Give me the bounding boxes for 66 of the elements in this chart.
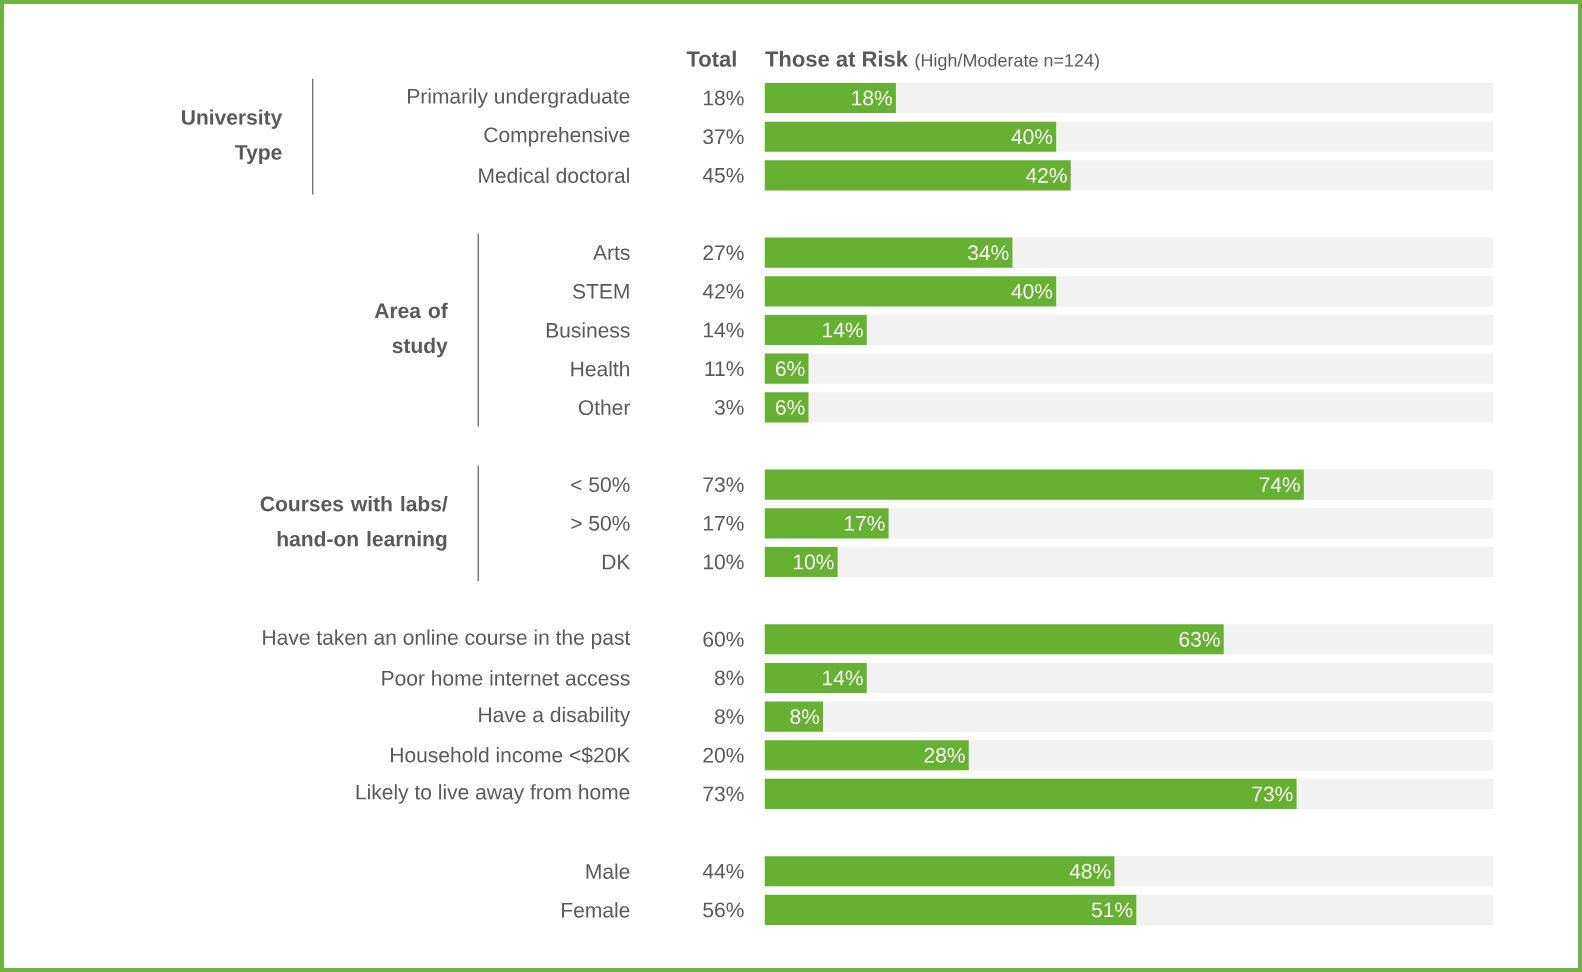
- text: 37%: [703, 129, 744, 145]
- data-label: 6%: [775, 361, 805, 377]
- text: 8%: [714, 709, 744, 725]
- y-tick-label: Have taken an online course in the past: [263, 629, 631, 650]
- bar: [764, 546, 838, 578]
- data-label: 17%: [844, 515, 885, 531]
- text: 17%: [703, 515, 744, 531]
- text: 20%: [703, 747, 744, 763]
- y-tick-label: Likely to live away from home: [356, 784, 630, 804]
- y-tick-label: Household income <$20K: [391, 746, 631, 764]
- data-label: 40%: [1011, 283, 1053, 299]
- data-label: 18%: [852, 90, 892, 106]
- text: 27%: [703, 245, 744, 261]
- y-tick-label: Poor home internet access: [382, 670, 630, 686]
- data-label: 48%: [1069, 863, 1111, 879]
- data-label: 28%: [924, 747, 965, 763]
- y-tick-label: Comprehensive: [484, 126, 630, 147]
- y-tick-label: Health: [571, 360, 630, 377]
- y-tick-label: Business: [546, 322, 630, 338]
- text: Area of study: [374, 302, 448, 358]
- text: 18%: [703, 90, 744, 106]
- chart-subtitle: (High/Moderate n=124): [915, 53, 1099, 71]
- y-tick-label: DK: [602, 554, 631, 570]
- text: 10%: [703, 554, 744, 570]
- data-label: 8%: [790, 709, 820, 725]
- data-label: 10%: [793, 554, 834, 570]
- data-label: 14%: [823, 670, 863, 686]
- text: 3%: [714, 399, 744, 415]
- text: 44%: [702, 863, 744, 879]
- data-label: 74%: [1259, 477, 1300, 492]
- y-tick-label: < 50%: [571, 477, 630, 493]
- text: 42%: [702, 283, 744, 299]
- text: 14%: [703, 322, 744, 338]
- y-tick-label: > 50%: [571, 515, 630, 531]
- bar: [764, 82, 896, 114]
- text: 73%: [703, 786, 744, 802]
- data-label: 51%: [1091, 902, 1133, 918]
- y-tick-label: Male: [586, 863, 630, 879]
- chart-title: Those at Risk: [765, 50, 909, 67]
- data-label: 34%: [968, 245, 1009, 261]
- text: 73%: [703, 477, 744, 493]
- y-tick-label: Female: [562, 902, 630, 918]
- text: University Type: [182, 109, 283, 164]
- text: Courses with labs/ hand-on learning: [260, 495, 448, 551]
- data-label: 42%: [1025, 167, 1067, 183]
- y-tick-label: Other: [578, 399, 631, 416]
- bar: [764, 508, 889, 539]
- text: Total: [686, 50, 736, 67]
- text: 45%: [702, 167, 744, 183]
- bar: [764, 701, 824, 732]
- text: 60%: [703, 631, 744, 647]
- data-label: 73%: [1252, 786, 1293, 802]
- text: 11%: [705, 361, 744, 376]
- data-label: 6%: [775, 399, 805, 415]
- data-label: 40%: [1011, 129, 1053, 145]
- y-tick-label: Have a disability: [479, 706, 631, 727]
- y-tick-label: Medical doctoral: [479, 167, 629, 184]
- data-label: 63%: [1179, 631, 1220, 647]
- y-tick-label: Primarily undergraduate: [407, 88, 630, 108]
- bar: [764, 662, 867, 694]
- y-tick-label: STEM: [573, 283, 629, 299]
- data-label: 14%: [823, 322, 863, 338]
- y-tick-label: Arts: [593, 245, 630, 261]
- text: 8%: [714, 670, 744, 686]
- text: 56%: [703, 902, 744, 918]
- bar: [764, 314, 867, 346]
